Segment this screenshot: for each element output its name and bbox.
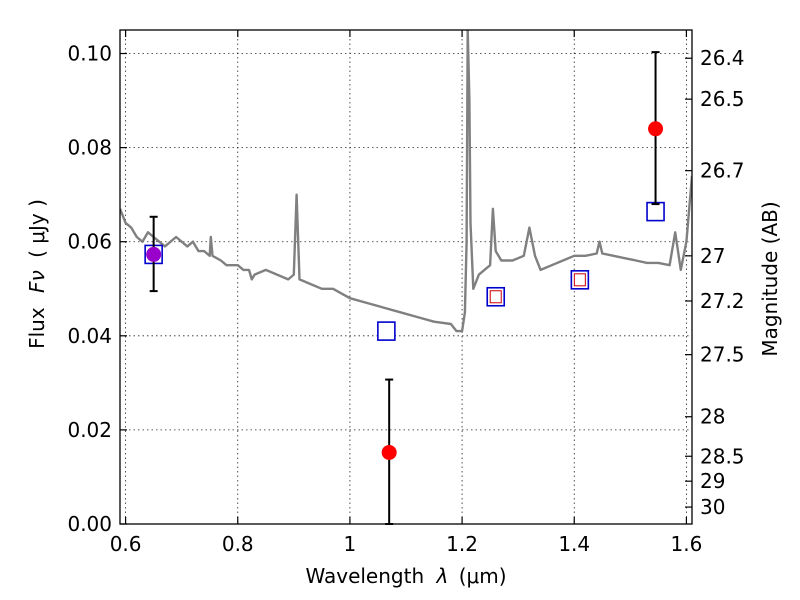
y2-tick-label: 26.7 — [700, 159, 745, 183]
y2-tick-label: 26.5 — [700, 87, 745, 111]
x-tick-label: 1.6 — [670, 532, 702, 556]
spectrum-layer — [120, 30, 692, 333]
y2-tick-label: 27.2 — [700, 289, 745, 313]
y-tick-label: 0.00 — [67, 512, 112, 536]
x-tick-label: 0.6 — [110, 532, 142, 556]
y2-tick-label: 30 — [700, 495, 725, 519]
tick-layer: 0.6 0.8 1 1.2 1.4 1.6 0.00 0.02 0.04 0.06 0.08 0.10… — [67, 30, 745, 556]
observed-point — [648, 121, 664, 137]
y2-tick-label: 28.5 — [700, 444, 745, 468]
spectrum-line — [120, 30, 692, 333]
observed-point — [381, 444, 397, 460]
x-tick-label: 1.4 — [558, 532, 590, 556]
y2-tick-label: 27 — [700, 244, 725, 268]
grid-layer — [120, 30, 692, 525]
model-band-square — [486, 286, 506, 307]
model-points-layer — [144, 201, 665, 341]
y2-tick-label: 26.4 — [700, 46, 745, 70]
y-tick-label: 0.06 — [67, 230, 112, 254]
y-tick-label: 0.04 — [67, 324, 112, 348]
model-inner-square — [573, 273, 586, 287]
model-inner-square — [489, 290, 502, 304]
y-axis-label: Flux Fν ( μJy ) — [25, 199, 49, 349]
plot-frame — [119, 29, 693, 525]
y2-tick-label: 27.5 — [700, 343, 745, 367]
observed-point — [146, 246, 162, 262]
right-axis-label: Magnitude (AB) — [758, 201, 782, 356]
y-tick-label: 0.08 — [67, 136, 112, 160]
model-band-square — [570, 270, 590, 290]
model-band-square — [646, 201, 665, 222]
y-tick-label: 0.10 — [67, 42, 112, 66]
y2-tick-label: 29 — [700, 469, 725, 493]
x-tick-label: 0.8 — [222, 532, 254, 556]
y2-tick-label: 28 — [700, 405, 725, 429]
model-band-square — [377, 321, 396, 341]
y-tick-label: 0.02 — [67, 418, 112, 442]
x-tick-label: 1 — [344, 532, 357, 556]
x-axis-label: Wavelength λ (μm) — [305, 564, 506, 588]
x-tick-label: 1.2 — [446, 532, 478, 556]
